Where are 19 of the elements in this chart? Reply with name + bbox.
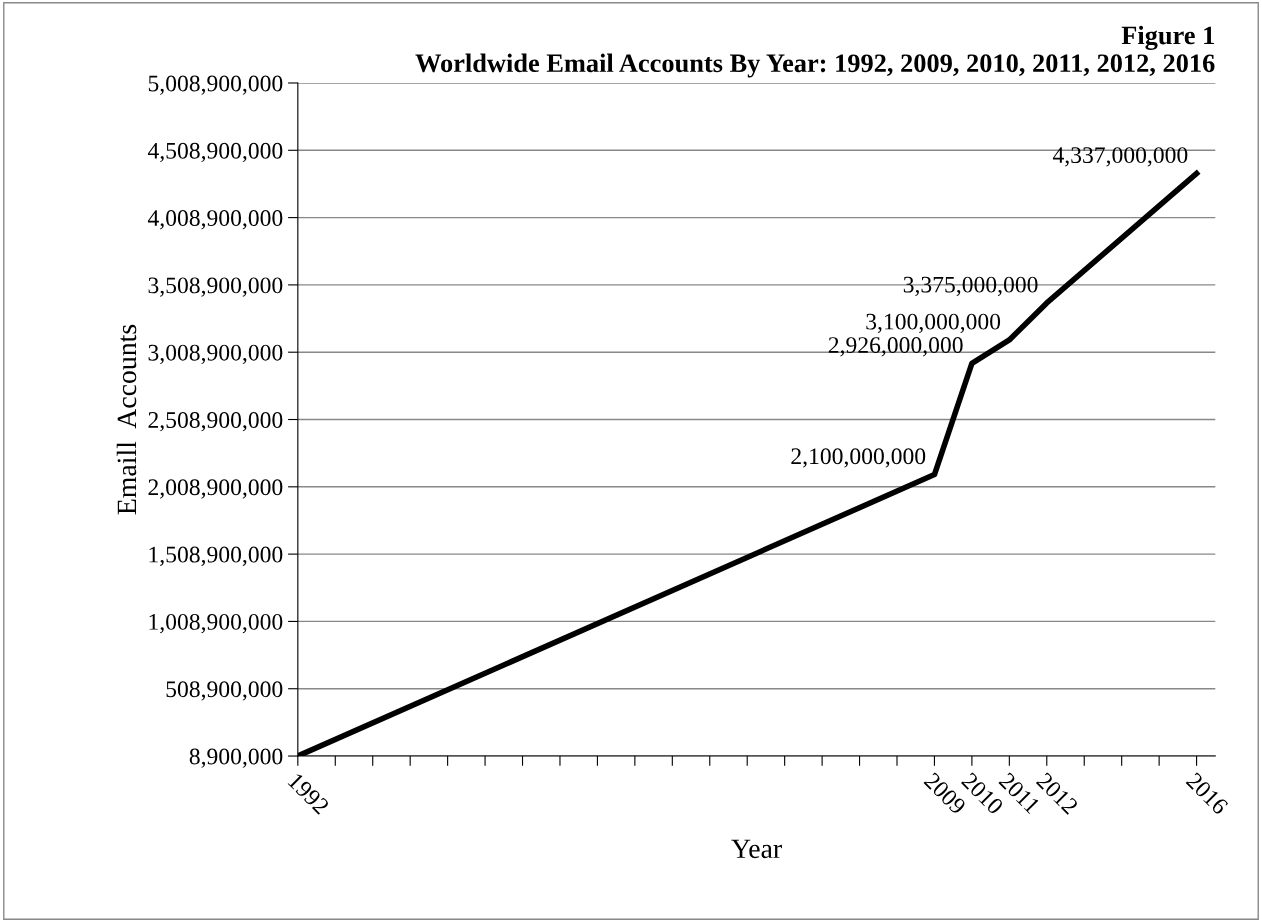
y-tick-label: 508,900,000 <box>166 681 283 701</box>
y-tick-label: 3,508,900,000 <box>148 277 283 297</box>
data-label: 2,926,000,000 <box>828 337 963 357</box>
y-tick-label: 1,008,900,000 <box>149 613 283 634</box>
data-label: 3,100,000,000 <box>866 313 1001 333</box>
y-tick-label: 2,508,900,000 <box>148 412 283 432</box>
y-tick-label: 8,900,000 <box>189 748 283 768</box>
y-tick-label: 5,008,900,000 <box>148 75 283 95</box>
y-tick-label: 3,008,900,000 <box>148 344 283 365</box>
data-label: 2,100,000,000 <box>791 448 926 468</box>
y-axis-title: Emaill Accounts <box>116 324 137 515</box>
y-tick-label: 4,008,900,000 <box>147 210 283 230</box>
data-label: 3,375,000,000 <box>903 276 1038 296</box>
y-tick-label: 1,508,900,000 <box>149 546 283 566</box>
data-label: 4,337,000,000 <box>1052 147 1188 167</box>
x-axis-title: Year <box>731 839 782 859</box>
chart-title: Figure 1 Worldwide Email Accounts By Year: 1992, 2009, 2010, 2011, 2012, 2016 <box>415 25 1215 78</box>
y-tick-label: 4,508,900,000 <box>147 142 283 163</box>
y-tick-label: 2,008,900,000 <box>148 479 283 499</box>
